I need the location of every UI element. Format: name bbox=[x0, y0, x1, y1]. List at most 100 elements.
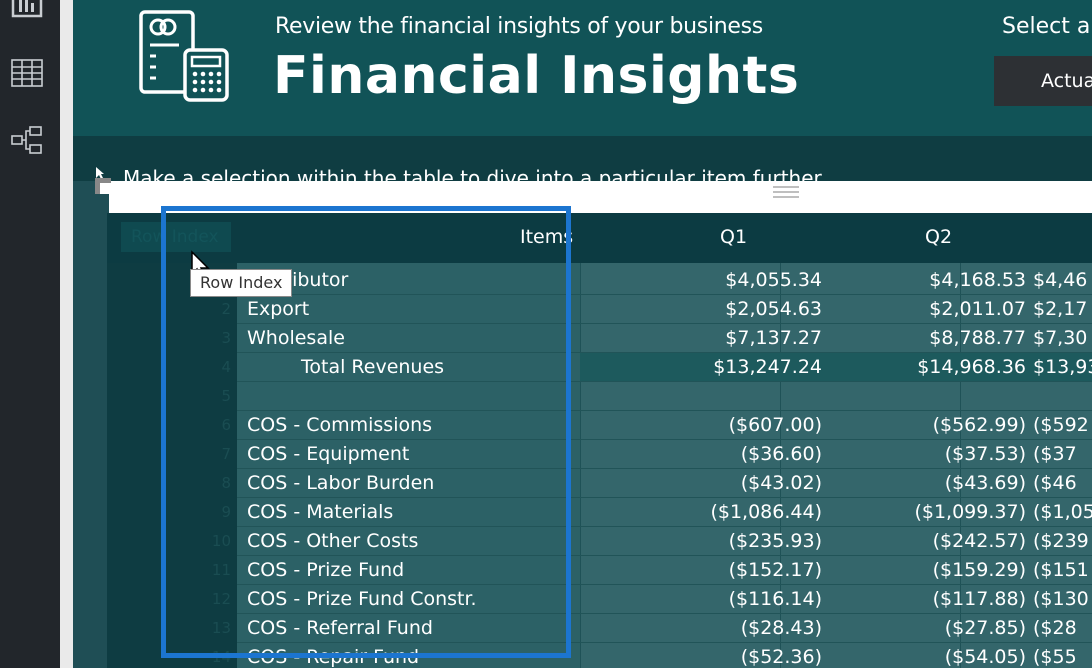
item-cell: COS - Equipment bbox=[247, 443, 410, 465]
q3-value-cell: ($130 bbox=[1033, 588, 1089, 610]
drag-grip-icon[interactable] bbox=[773, 184, 799, 198]
item-cell: COS - Other Costs bbox=[247, 530, 419, 552]
column-header-items[interactable]: Items bbox=[520, 226, 574, 248]
item-cell: COS - Prize Fund bbox=[247, 559, 405, 581]
table-row[interactable]: 9 COS - Materials ($1,086.44) ($1,099.37) ($… bbox=[107, 498, 1092, 527]
q1-value-cell: ($52.36) bbox=[740, 646, 822, 668]
row-index-cell: 11 bbox=[211, 561, 231, 579]
q2-value-cell: ($54.05) bbox=[944, 646, 1026, 668]
table-row[interactable]: 13 COS - Referral Fund ($28.43) ($27.85) ($2… bbox=[107, 614, 1092, 643]
q3-value-cell: ($592 bbox=[1033, 414, 1089, 436]
row-index-cell: 12 bbox=[211, 590, 231, 608]
row-separator bbox=[237, 642, 1092, 643]
table-row[interactable]: 1Distributor$4,055.34$4,168.53$4,46 bbox=[107, 266, 1092, 295]
item-cell: COS - Labor Burden bbox=[247, 472, 435, 494]
column-header-q1[interactable]: Q1 bbox=[720, 226, 748, 248]
row-separator bbox=[237, 410, 1092, 411]
item-cell: Export bbox=[247, 298, 310, 320]
q3-value-cell: $13,93 bbox=[1033, 356, 1092, 378]
q1-column bbox=[580, 263, 780, 668]
q1-value-cell: ($152.17) bbox=[728, 559, 822, 581]
row-separator bbox=[237, 439, 1092, 440]
row-separator bbox=[237, 468, 1092, 469]
q3-value-cell: ($55 bbox=[1033, 646, 1077, 668]
q2-value-cell: ($43.69) bbox=[944, 472, 1026, 494]
item-cell: Total Revenues bbox=[301, 356, 445, 378]
item-cell: COS - Referral Fund bbox=[247, 617, 433, 639]
table-row[interactable]: 5 bbox=[107, 382, 1092, 411]
q3-value-cell: $4,46 bbox=[1033, 269, 1088, 291]
row-index-cell: 3 bbox=[221, 329, 231, 347]
row-index-cell: 2 bbox=[221, 300, 231, 318]
row-separator bbox=[237, 381, 1092, 382]
q1-value-cell: ($43.02) bbox=[740, 472, 822, 494]
q1-value-cell: ($116.14) bbox=[728, 588, 822, 610]
item-cell: COS - Materials bbox=[247, 501, 394, 523]
table-header bbox=[107, 213, 1092, 263]
row-separator bbox=[237, 584, 1092, 585]
row-index-cell: 4 bbox=[221, 358, 231, 376]
q2-value-cell: $2,011.07 bbox=[929, 298, 1026, 320]
q3-value-cell: ($239 bbox=[1033, 530, 1089, 552]
table-row[interactable]: 4 Total Revenues $13,247.24 $14,968.36 $13,9… bbox=[107, 353, 1092, 382]
q3-value-cell: $2,17 bbox=[1033, 298, 1088, 320]
q1-value-cell: ($1,086.44) bbox=[710, 501, 822, 523]
table-row[interactable]: 8 COS - Labor Burden ($43.02) ($43.69) ($46 bbox=[107, 469, 1092, 498]
q3-value-cell: ($37 bbox=[1033, 443, 1077, 465]
q1-value-cell: $13,247.24 bbox=[713, 356, 822, 378]
table-row[interactable]: 6 COS - Commissions ($607.00) ($562.99) ($59… bbox=[107, 411, 1092, 440]
q2-value-cell: ($562.99) bbox=[932, 414, 1026, 436]
q2-value-cell: ($27.85) bbox=[944, 617, 1026, 639]
q3-value-cell: ($28 bbox=[1033, 617, 1077, 639]
row-index-cell: 9 bbox=[221, 503, 231, 521]
q2-value-cell: ($159.29) bbox=[932, 559, 1026, 581]
selection-highlight-box bbox=[161, 206, 571, 658]
q2-value-cell: ($1,099.37) bbox=[914, 501, 1026, 523]
q3-column bbox=[960, 263, 1092, 668]
row-index-header-button[interactable]: Row Index bbox=[121, 222, 231, 252]
row-index-cell: 5 bbox=[221, 387, 231, 405]
model-icon[interactable] bbox=[10, 124, 44, 158]
item-cell: COS - Commissions bbox=[247, 414, 433, 436]
row-index-cell: 6 bbox=[221, 416, 231, 434]
table-row[interactable]: 10 COS - Other Costs ($235.93) ($242.57) ($2… bbox=[107, 527, 1092, 556]
scenario-select-label: Select a r bbox=[1002, 14, 1092, 39]
q2-column bbox=[780, 263, 960, 668]
column-divider bbox=[580, 263, 581, 668]
q2-value-cell: ($117.88) bbox=[932, 588, 1026, 610]
item-cell: Wholesale bbox=[247, 327, 345, 349]
row-index-cell: 7 bbox=[221, 445, 231, 463]
row-index-cell: 8 bbox=[221, 474, 231, 492]
column-header-q2[interactable]: Q2 bbox=[925, 226, 953, 248]
q2-value-cell: $14,968.36 bbox=[917, 356, 1026, 378]
table-row[interactable]: 12 COS - Prize Fund Constr. ($116.14) ($117… bbox=[107, 585, 1092, 614]
table-row[interactable]: 7 COS - Equipment ($36.60) ($37.53) ($37 bbox=[107, 440, 1092, 469]
scenario-dropdown[interactable]: Actua bbox=[994, 56, 1092, 106]
row-separator bbox=[237, 526, 1092, 527]
report-icon[interactable] bbox=[10, 0, 44, 20]
q2-value-cell: $8,788.77 bbox=[929, 327, 1026, 349]
data-icon[interactable] bbox=[10, 56, 44, 90]
table-row[interactable]: 11 COS - Prize Fund ($152.17) ($159.29) ($15… bbox=[107, 556, 1092, 585]
banner-subtitle: Review the financial insights of your bu… bbox=[275, 14, 763, 39]
focus-corner-icon[interactable] bbox=[95, 178, 111, 194]
q3-value-cell: ($46 bbox=[1033, 472, 1077, 494]
q3-value-cell: ($1,052 bbox=[1033, 501, 1092, 523]
row-separator bbox=[237, 352, 1092, 353]
total-row-highlight bbox=[580, 353, 1092, 381]
canvas-gutter bbox=[60, 0, 73, 668]
cursor-caret-icon bbox=[96, 167, 104, 179]
index-column bbox=[107, 263, 237, 668]
q1-value-cell: $2,054.63 bbox=[725, 298, 822, 320]
banner bbox=[73, 0, 1092, 136]
table-row[interactable]: 3 Wholesale $7,137.27 $8,788.77 $7,30 bbox=[107, 324, 1092, 353]
row-separator bbox=[237, 555, 1092, 556]
q3-value-cell: ($151 bbox=[1033, 559, 1089, 581]
page-title: Financial Insights bbox=[273, 46, 800, 106]
item-cell: COS - Prize Fund Constr. bbox=[247, 588, 477, 610]
table-row[interactable]: 2 Export $2,054.63 $2,011.07 $2,17 bbox=[107, 295, 1092, 324]
row-separator bbox=[237, 613, 1092, 614]
row-separator bbox=[237, 323, 1092, 324]
column-divider bbox=[960, 263, 961, 668]
q1-value-cell: $7,137.27 bbox=[725, 327, 822, 349]
